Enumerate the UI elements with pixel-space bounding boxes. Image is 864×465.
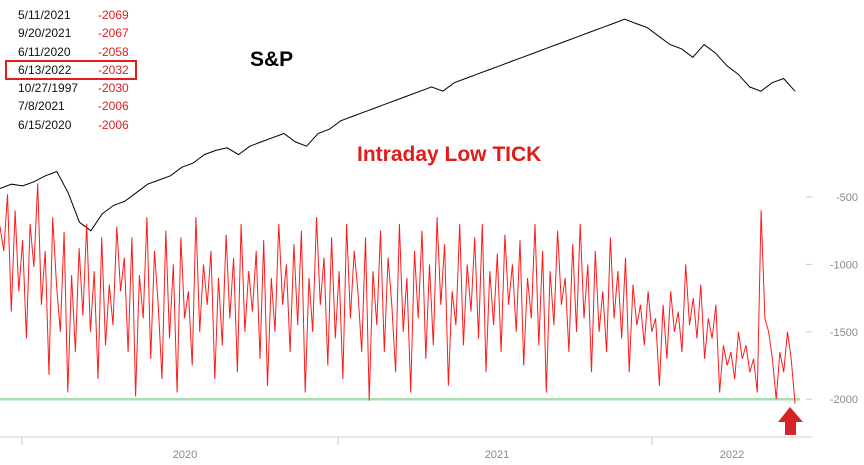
table-row: 9/20/2021 -2067 bbox=[0, 24, 150, 42]
sp-series-line bbox=[0, 18, 796, 232]
table-row: 10/27/1997 -2030 bbox=[0, 79, 150, 97]
down-arrow-icon bbox=[778, 407, 803, 435]
sp-annotation: S&P bbox=[250, 48, 294, 71]
row-value: -2030 bbox=[98, 81, 129, 96]
tick-annotation: Intraday Low TICK bbox=[357, 143, 542, 166]
row-date: 9/20/2021 bbox=[18, 26, 72, 41]
row-value: -2069 bbox=[98, 8, 129, 22]
table-row: 6/11/2020 -2058 bbox=[0, 43, 150, 61]
table-row: 6/15/2020 -2006 bbox=[0, 116, 150, 134]
table-row: 5/11/2021 -2069 bbox=[0, 6, 150, 24]
row-value: -2006 bbox=[98, 117, 129, 132]
row-date: 6/11/2020 bbox=[18, 44, 71, 59]
table-row: 7/8/2021 -2006 bbox=[0, 97, 150, 115]
row-value: -2058 bbox=[98, 44, 129, 59]
y-tick-label: -500 bbox=[836, 192, 858, 204]
extreme-readings-table: 5/11/2021 -2069 9/20/2021 -2067 6/11/2020 -… bbox=[0, 6, 150, 134]
x-tick-label: 2021 bbox=[485, 449, 509, 461]
y-tick-label: -1500 bbox=[830, 327, 858, 339]
x-axis: 2020 2021 2022 bbox=[0, 436, 812, 461]
row-value: -2067 bbox=[98, 26, 129, 41]
row-date: 5/11/2021 bbox=[18, 8, 71, 22]
tick-series-line bbox=[0, 183, 796, 404]
row-value: -2032 bbox=[98, 62, 129, 77]
table-row-highlighted: 6/13/2022 -2032 bbox=[5, 59, 137, 81]
row-date: 7/8/2021 bbox=[18, 99, 65, 114]
y-tick-label: -1000 bbox=[830, 259, 858, 271]
x-tick-label: 2022 bbox=[720, 449, 744, 461]
y-axis-labels: -500 -1000 -1500 -2000 bbox=[806, 192, 858, 406]
y-tick-label: -2000 bbox=[830, 394, 858, 406]
row-date: 10/27/1997 bbox=[18, 81, 79, 96]
x-tick-label: 2020 bbox=[173, 449, 197, 461]
row-value: -2006 bbox=[98, 99, 129, 114]
row-date: 6/15/2020 bbox=[18, 117, 72, 132]
row-date: 6/13/2022 bbox=[18, 62, 72, 77]
